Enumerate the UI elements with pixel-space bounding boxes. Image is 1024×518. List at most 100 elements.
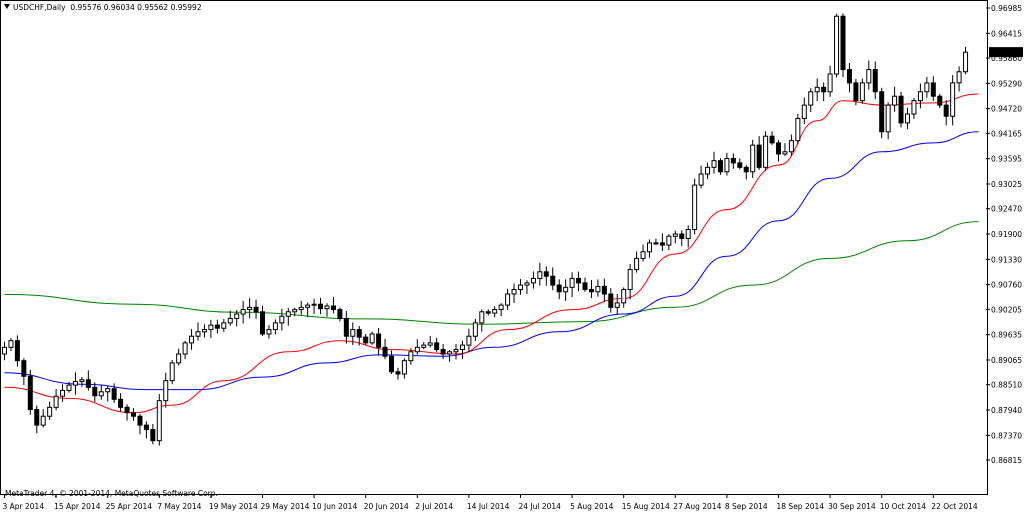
dropdown-arrow-icon[interactable] bbox=[4, 4, 10, 9]
symbol-label: USDCHF,Daily bbox=[13, 3, 66, 12]
candle bbox=[595, 279, 601, 297]
candle bbox=[369, 331, 375, 345]
candle bbox=[956, 66, 962, 92]
candle bbox=[2, 341, 7, 361]
candle-body-down bbox=[898, 95, 904, 124]
candle-body-up bbox=[208, 324, 214, 331]
candle bbox=[163, 372, 169, 408]
candle bbox=[227, 310, 233, 326]
y-tick-label: 0.88510 bbox=[991, 381, 1022, 390]
candle bbox=[285, 307, 291, 326]
candle bbox=[427, 336, 433, 348]
candle bbox=[111, 383, 117, 403]
candle-body-up bbox=[414, 346, 420, 353]
candle bbox=[189, 328, 195, 350]
candle-body-up bbox=[427, 342, 433, 346]
candle bbox=[814, 78, 820, 102]
candle-body-down bbox=[840, 15, 846, 71]
candle-body-down bbox=[395, 371, 401, 375]
candle-body-up bbox=[627, 269, 633, 291]
candle bbox=[137, 413, 143, 435]
candle-body-up bbox=[66, 384, 72, 391]
candle bbox=[27, 369, 33, 415]
candle bbox=[395, 367, 401, 380]
candle-body-down bbox=[124, 406, 130, 414]
candle-body-up bbox=[750, 144, 756, 173]
candle bbox=[840, 13, 846, 78]
candle-body-up bbox=[401, 360, 407, 375]
candle bbox=[492, 306, 498, 318]
candle bbox=[105, 385, 111, 402]
candle bbox=[627, 264, 633, 300]
candle-body-down bbox=[943, 104, 949, 117]
candle-body-down bbox=[679, 233, 685, 239]
candle bbox=[150, 424, 156, 445]
candle-body-up bbox=[305, 304, 311, 308]
candle bbox=[898, 91, 904, 128]
candle bbox=[659, 233, 665, 252]
candle bbox=[730, 153, 736, 169]
candle-body-down bbox=[337, 309, 343, 319]
candle-body-up bbox=[524, 282, 530, 286]
current-price-tag: 0.95992 bbox=[989, 47, 1023, 58]
candle-body-up bbox=[472, 322, 478, 337]
candle-body-down bbox=[92, 386, 98, 397]
candle-body-up bbox=[266, 329, 272, 335]
candle-body-up bbox=[834, 15, 840, 75]
candle bbox=[466, 328, 472, 353]
candle bbox=[66, 381, 72, 393]
candle-body-up bbox=[911, 100, 917, 115]
candle bbox=[711, 151, 717, 174]
candle-body-down bbox=[253, 306, 259, 313]
candle-body-up bbox=[408, 351, 414, 362]
candle-body-up bbox=[350, 329, 356, 337]
candle-body-up bbox=[672, 233, 678, 237]
candle bbox=[260, 305, 265, 336]
candle-body-up bbox=[459, 344, 465, 351]
candle bbox=[408, 348, 414, 365]
candle-body-up bbox=[105, 388, 111, 393]
candle bbox=[576, 271, 582, 292]
candle bbox=[885, 102, 891, 140]
y-tick-label: 0.96985 bbox=[991, 4, 1022, 13]
candle bbox=[795, 113, 801, 145]
candle-body-down bbox=[376, 333, 382, 348]
candle bbox=[176, 348, 182, 366]
candle-body-down bbox=[343, 317, 349, 337]
candle-body-up bbox=[492, 309, 498, 314]
candle bbox=[776, 140, 781, 162]
candle bbox=[801, 97, 807, 125]
y-tick-label: 0.90205 bbox=[991, 305, 1022, 314]
candle bbox=[608, 288, 614, 313]
candle-body-up bbox=[479, 311, 485, 324]
candle-body-up bbox=[2, 346, 7, 355]
candle-body-down bbox=[382, 346, 388, 357]
x-tick-label: 24 Jul 2014 bbox=[519, 502, 562, 511]
candle bbox=[253, 299, 259, 319]
candle-body-up bbox=[234, 313, 240, 319]
candle-body-up bbox=[169, 362, 175, 382]
candle bbox=[247, 298, 253, 319]
y-tick-label: 0.93025 bbox=[991, 180, 1022, 189]
candle bbox=[292, 307, 298, 317]
x-tick-label: 20 Jun 2014 bbox=[364, 502, 409, 511]
candle-body-up bbox=[505, 293, 511, 306]
candle bbox=[563, 279, 569, 301]
candle bbox=[905, 107, 910, 130]
candle bbox=[614, 294, 620, 315]
candle-body-up bbox=[795, 117, 801, 142]
candle-body-up bbox=[8, 340, 14, 348]
candle bbox=[98, 384, 104, 400]
candle-body-down bbox=[260, 311, 265, 335]
candle bbox=[53, 389, 59, 411]
candle bbox=[756, 136, 762, 170]
candle bbox=[472, 318, 478, 341]
candle-body-down bbox=[214, 324, 220, 329]
candle-body-down bbox=[389, 355, 394, 373]
candle-body-down bbox=[776, 142, 781, 155]
candle-body-down bbox=[85, 379, 91, 388]
candle bbox=[672, 230, 678, 244]
candle-body-up bbox=[79, 379, 85, 383]
